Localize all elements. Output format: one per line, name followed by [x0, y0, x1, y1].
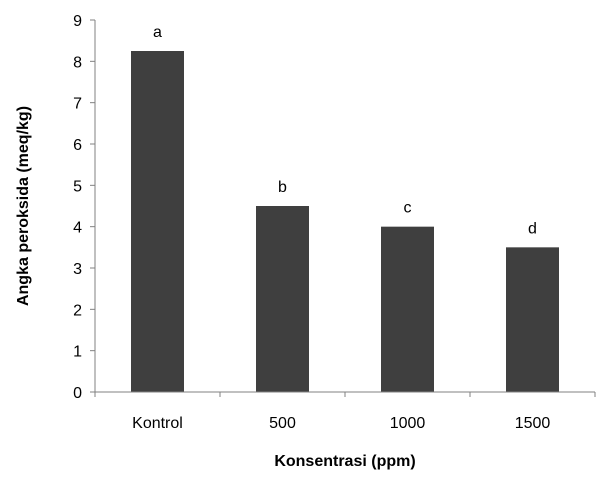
y-tick-label: 6 — [73, 137, 82, 154]
x-tick-label: 500 — [269, 415, 296, 432]
y-tick-label: 8 — [73, 54, 82, 71]
x-axis-ticks: Kontrol 500 1000 1500 — [94, 392, 596, 432]
bar-kontrol — [131, 51, 184, 392]
y-tick-label: 1 — [73, 344, 82, 361]
bar-annotation: d — [528, 220, 537, 237]
y-tick-label: 3 — [73, 261, 82, 278]
x-tick-label: 1000 — [390, 415, 426, 432]
bars-group — [131, 51, 559, 392]
y-tick-label: 0 — [73, 385, 82, 402]
y-axis-ticks: 0 1 2 3 4 5 6 7 8 9 — [73, 13, 95, 402]
y-tick-label: 5 — [73, 178, 82, 195]
bar-1500 — [506, 247, 559, 392]
y-tick-label: 7 — [73, 96, 82, 113]
y-tick-label: 2 — [73, 302, 82, 319]
bar-annotations: a b c d — [153, 24, 537, 237]
y-axis-title: Angka peroksida (meq/kg) — [15, 106, 32, 306]
bar-500 — [256, 206, 309, 392]
bar-annotation: b — [278, 179, 287, 196]
x-axis-title: Konsentrasi (ppm) — [274, 453, 415, 470]
y-tick-label: 9 — [73, 13, 82, 30]
x-tick-label: Kontrol — [132, 415, 183, 432]
x-tick-label: 1500 — [515, 415, 551, 432]
bar-annotation: c — [404, 200, 412, 217]
bar-annotation: a — [153, 24, 162, 41]
y-tick-label: 4 — [73, 220, 82, 237]
bar-1000 — [381, 226, 434, 392]
